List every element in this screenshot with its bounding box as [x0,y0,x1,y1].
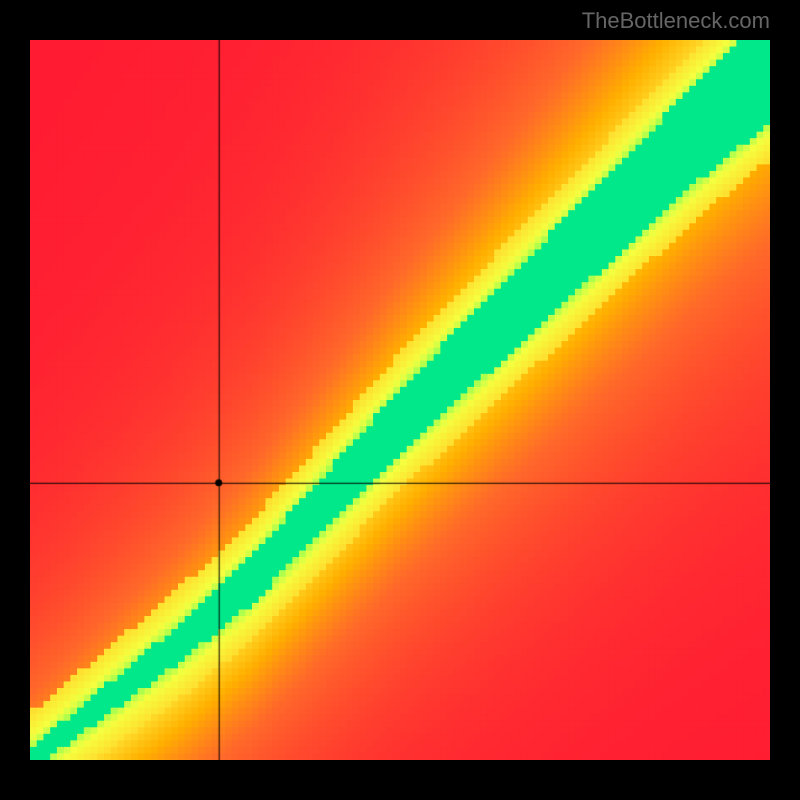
heatmap-canvas [30,40,770,760]
plot-area [30,40,770,760]
chart-container: TheBottleneck.com [0,0,800,800]
watermark-text: TheBottleneck.com [582,8,770,34]
